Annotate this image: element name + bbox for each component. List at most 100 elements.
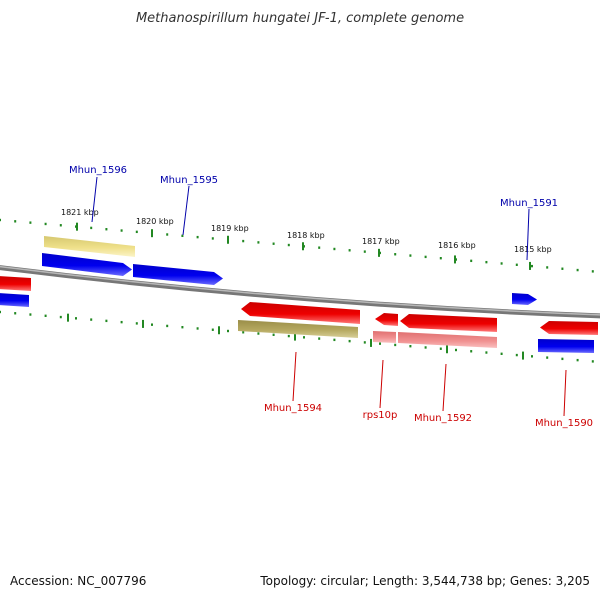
outer-scale-dot	[196, 235, 199, 239]
mhun1592-leader-line	[442, 363, 447, 412]
inner-scale-dot	[394, 343, 397, 347]
outer-scale-major-tick	[76, 222, 78, 231]
inner-scale-dot	[151, 323, 153, 326]
outer-scale-dot	[439, 257, 442, 260]
mhun1592-label[interactable]: Mhun_1592	[414, 413, 472, 424]
mhun1590-partner-gene[interactable]	[538, 339, 594, 353]
outer-scale-dot	[105, 228, 108, 231]
inner-scale-dot	[485, 351, 488, 354]
inner-scale-dot	[44, 314, 47, 317]
inner-scale-major-tick	[142, 319, 144, 328]
outer-scale-dot	[424, 255, 427, 259]
mhun1594-rna-track[interactable]	[238, 320, 358, 338]
inner-scale-dot	[439, 347, 442, 350]
rps10p-leader-line	[379, 359, 384, 409]
offscreen-reverse-gene[interactable]	[0, 276, 31, 291]
inner-scale-dot	[257, 332, 260, 335]
outer-scale-dot	[211, 237, 214, 240]
inner-scale-dot	[424, 346, 427, 349]
inner-scale-dot	[166, 324, 169, 328]
scale-label: 1819 kbp	[211, 224, 249, 233]
inner-scale-dot	[105, 319, 108, 323]
accession-text: Accession: NC_007796	[10, 574, 147, 588]
outer-scale-dot	[576, 268, 579, 272]
mhun1592-gene[interactable]	[400, 314, 497, 332]
inner-scale-dot	[591, 360, 594, 363]
mhun1594-gene[interactable]	[241, 302, 360, 324]
mhun1594-leader-line	[292, 351, 297, 402]
outer-scale-major-tick	[529, 261, 531, 270]
inner-scale-dot	[59, 315, 62, 319]
mhun1595-gene[interactable]	[133, 264, 223, 285]
outer-scale-dot	[242, 239, 245, 243]
outer-scale-dot	[257, 241, 260, 244]
inner-scale-dot	[409, 345, 412, 348]
inner-scale-dot	[181, 326, 184, 329]
mhun1592-rna-track[interactable]	[398, 332, 497, 348]
outer-scale-dot	[363, 250, 366, 253]
mhun1590-leader-line	[563, 369, 567, 417]
outer-scale-dot	[348, 249, 351, 252]
inner-scale-dot	[196, 327, 199, 330]
inner-scale-dot	[0, 310, 1, 314]
inner-scale-dot	[120, 320, 123, 324]
inner-scale-dot	[470, 350, 473, 353]
inner-scale-dot	[561, 357, 564, 361]
outer-scale-dot	[120, 229, 123, 232]
mhun1591-label[interactable]: Mhun_1591	[500, 198, 558, 209]
outer-scale-major-tick	[378, 248, 380, 257]
outer-scale-major-tick	[151, 229, 153, 238]
outer-scale-dot	[0, 218, 1, 222]
inner-scale-dot	[135, 322, 138, 325]
inner-scale-dot	[14, 312, 17, 315]
outer-scale-dot	[318, 246, 321, 249]
scale-label: 1817 kbp	[362, 237, 400, 246]
mhun1591-gene[interactable]	[512, 293, 537, 305]
rps10p-gene[interactable]	[375, 313, 398, 326]
rps10p-label[interactable]: rps10p	[363, 410, 398, 421]
mhun1590-label[interactable]: Mhun_1590	[535, 418, 593, 429]
outer-scale-dot	[166, 233, 169, 236]
inner-scale-dot	[455, 348, 457, 352]
inner-scale-dot	[287, 334, 290, 338]
inner-scale-dot	[379, 342, 381, 345]
rps10p-rna-track[interactable]	[373, 331, 396, 343]
outer-scale-dot	[29, 221, 32, 224]
scale-label: 1818 kbp	[287, 231, 325, 240]
outer-scale-dot	[272, 242, 275, 245]
outer-scale-dot	[470, 259, 473, 263]
outer-scale-major-tick	[454, 255, 456, 264]
genome-stats-text: Topology: circular; Length: 3,544,738 bp…	[260, 574, 590, 588]
mhun1594-label[interactable]: Mhun_1594	[264, 403, 322, 414]
outer-scale-dot	[409, 254, 412, 257]
outer-scale-major-tick	[227, 235, 229, 244]
mhun1591-leader-line	[526, 208, 530, 261]
mhun1596-label[interactable]: Mhun_1596	[69, 165, 127, 176]
inner-scale-dot	[348, 339, 351, 343]
mhun1590-gene[interactable]	[540, 321, 598, 335]
inner-scale-dot	[531, 355, 533, 358]
outer-scale-dot	[59, 224, 62, 227]
outer-scale-dot	[500, 262, 503, 265]
mhun1596-gene[interactable]	[42, 253, 132, 276]
map-title: Methanospirillum hungatei JF-1, complete…	[135, 11, 465, 26]
outer-scale-dot	[394, 253, 397, 256]
mhun1596-rna-track[interactable]	[44, 236, 135, 257]
genome-backbone-highlight	[0, 265, 600, 316]
scale-label: 1820 kbp	[136, 217, 174, 226]
inner-scale-dot	[515, 353, 518, 357]
mhun1595-label[interactable]: Mhun_1595	[160, 175, 218, 186]
inner-scale-dot	[211, 328, 214, 331]
inner-scale-major-tick	[370, 338, 372, 347]
scale-label: 1815 kbp	[514, 245, 552, 254]
outer-scale-dot	[287, 243, 290, 247]
inner-scale-major-tick	[446, 345, 448, 354]
outer-scale-dot	[14, 220, 17, 223]
outer-scale-dot	[485, 260, 488, 264]
outer-scale-dot	[546, 266, 549, 269]
inner-scale-dot	[242, 331, 245, 334]
mhun1595-leader-line	[182, 185, 190, 236]
inner-scale-dot	[576, 358, 579, 362]
offscreen-forward-gene[interactable]	[0, 293, 29, 307]
